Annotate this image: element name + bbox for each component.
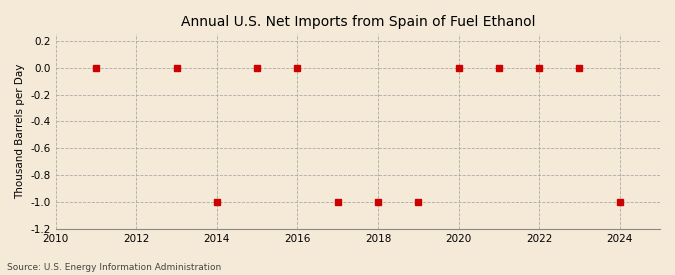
Text: Source: U.S. Energy Information Administration: Source: U.S. Energy Information Administ… (7, 263, 221, 272)
Y-axis label: Thousand Barrels per Day: Thousand Barrels per Day (15, 64, 25, 199)
Title: Annual U.S. Net Imports from Spain of Fuel Ethanol: Annual U.S. Net Imports from Spain of Fu… (181, 15, 535, 29)
